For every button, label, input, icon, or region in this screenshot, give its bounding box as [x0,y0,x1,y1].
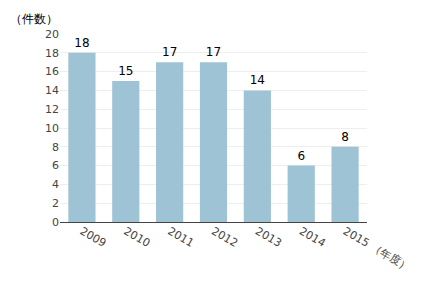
svg-text:15: 15 [118,64,133,78]
svg-text:8: 8 [52,141,59,154]
svg-text:18: 18 [45,47,59,60]
svg-text:2009: 2009 [78,225,109,250]
svg-text:2010: 2010 [122,225,153,250]
svg-text:2: 2 [52,197,59,210]
svg-text:16: 16 [45,65,59,78]
svg-text:14: 14 [45,84,59,97]
svg-text:20: 20 [45,28,59,41]
svg-text:17: 17 [206,45,221,59]
svg-text:2015 （年度）: 2015 （年度） [341,225,413,274]
svg-text:18: 18 [74,36,89,50]
svg-text:2014: 2014 [297,225,328,250]
svg-text:10: 10 [45,122,59,135]
svg-text:2013: 2013 [253,225,284,250]
svg-text:（件数）: （件数） [10,12,58,26]
svg-text:4: 4 [52,178,59,191]
svg-text:14: 14 [250,73,265,87]
svg-text:12: 12 [45,103,59,116]
svg-text:2011: 2011 [165,225,196,250]
svg-text:17: 17 [162,45,177,59]
svg-text:6: 6 [297,149,305,163]
svg-text:8: 8 [341,130,349,144]
svg-text:0: 0 [52,216,59,229]
svg-text:2012: 2012 [209,225,240,250]
svg-text:6: 6 [52,159,59,172]
